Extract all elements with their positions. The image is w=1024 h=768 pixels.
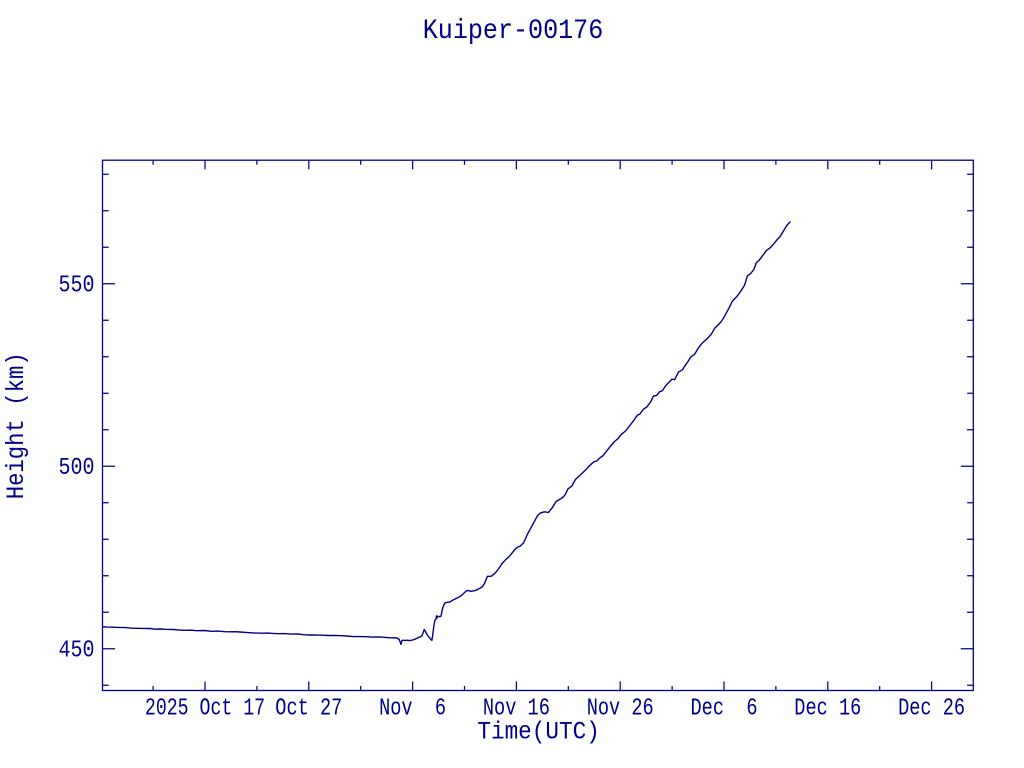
svg-text:Dec 16: Dec 16: [794, 695, 861, 722]
svg-text:450: 450: [59, 638, 95, 665]
svg-text:Height (km): Height (km): [2, 352, 31, 499]
svg-text:Nov 16: Nov 16: [483, 695, 550, 722]
svg-text:Nov 6: Nov 6: [379, 695, 446, 722]
svg-text:Time(UTC): Time(UTC): [477, 718, 600, 747]
svg-text:Nov 26: Nov 26: [587, 695, 654, 722]
svg-text:Dec 6: Dec 6: [691, 695, 758, 722]
svg-text:550: 550: [59, 273, 95, 300]
svg-text:Dec 26: Dec 26: [898, 695, 965, 722]
svg-text:Oct 27: Oct 27: [275, 695, 342, 722]
svg-text:500: 500: [59, 455, 95, 482]
svg-text:Kuiper-00176: Kuiper-00176: [423, 16, 604, 47]
svg-text:2025 Oct 17: 2025 Oct 17: [145, 695, 265, 722]
